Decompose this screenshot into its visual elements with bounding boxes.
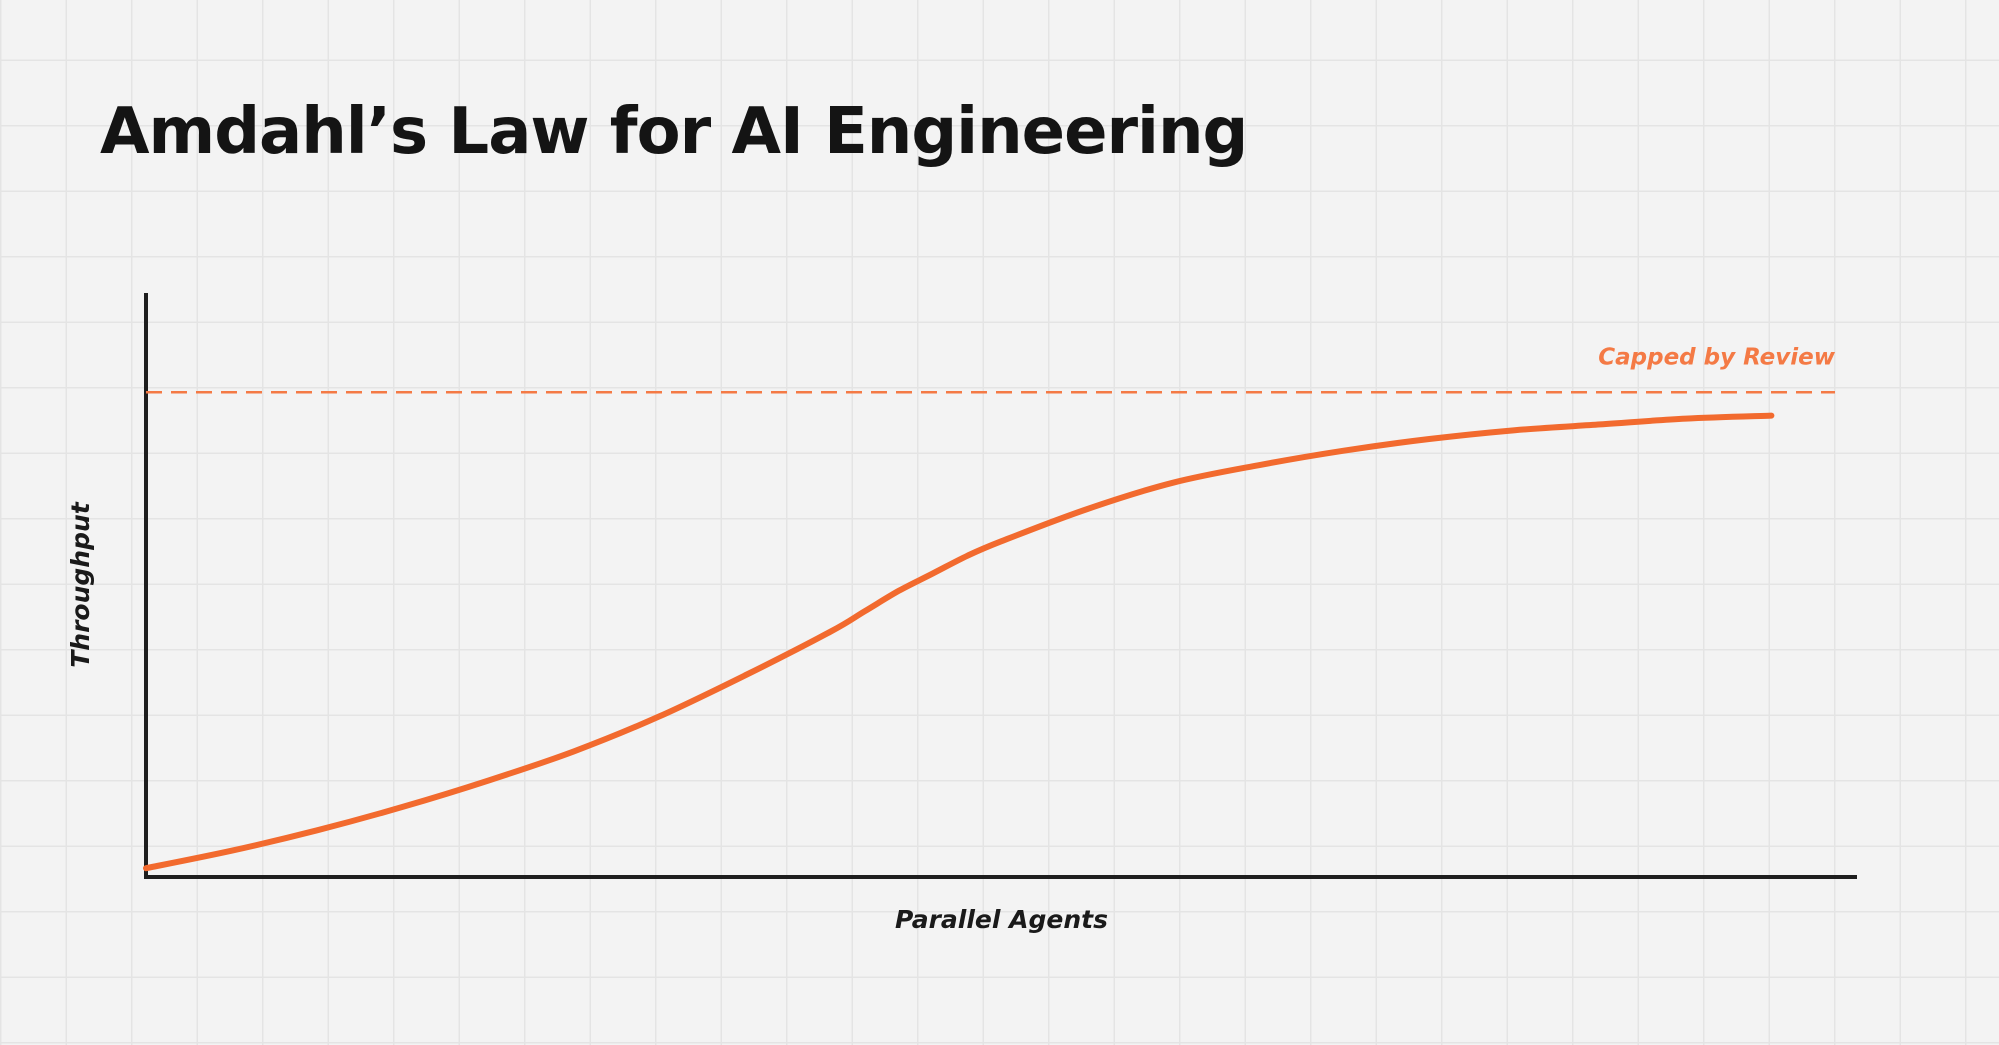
x-axis-label: Parallel Agents — [895, 905, 1108, 934]
throughput-curve — [143, 412, 1775, 872]
chart-title: Amdahl’s Law for AI Engineering — [100, 95, 1248, 169]
y-axis-label: Throughput — [66, 501, 95, 668]
capped-by-review-label: Capped by Review — [1598, 344, 1836, 370]
